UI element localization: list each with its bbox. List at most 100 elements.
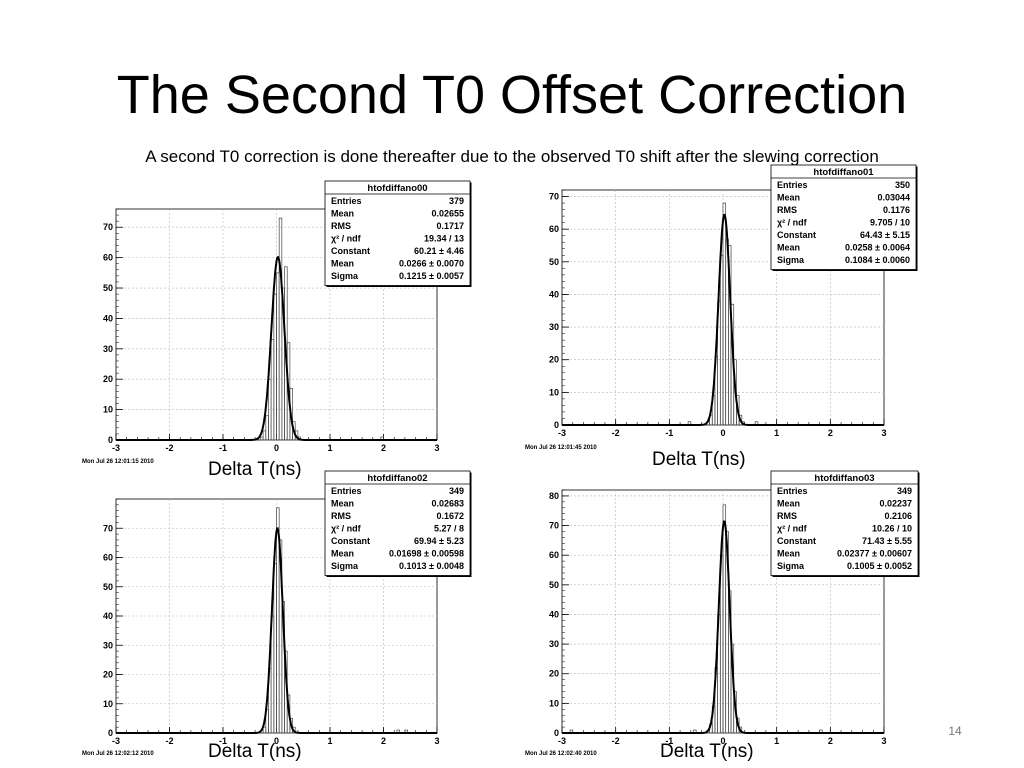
stats-row-label: Constant xyxy=(331,536,370,546)
y-tick-label: 60 xyxy=(549,550,559,560)
stats-row-value: 0.1176 xyxy=(883,205,910,215)
x-tick-label: 3 xyxy=(434,443,439,453)
stats-row-label: RMS xyxy=(331,221,351,231)
y-tick-label: 60 xyxy=(549,224,559,234)
y-tick-label: 50 xyxy=(549,580,559,590)
stats-row-label: Sigma xyxy=(331,561,359,571)
x-tick-label: 2 xyxy=(381,736,386,746)
date-stamp: Mon Jul 26 12:01:15 2010 xyxy=(82,459,154,465)
stats-row-label: Mean xyxy=(777,499,800,509)
stats-row-label: Mean xyxy=(777,549,800,559)
stats-row-label: χ² / ndf xyxy=(777,218,808,228)
y-tick-label: 10 xyxy=(549,698,559,708)
stats-row-label: RMS xyxy=(777,205,797,215)
slide-subtitle: A second T0 correction is done thereafte… xyxy=(145,147,879,166)
stats-row-value: 0.1717 xyxy=(436,221,464,231)
stats-row-label: Mean xyxy=(331,209,354,219)
y-tick-label: 70 xyxy=(103,222,113,232)
x-tick-label: 3 xyxy=(434,736,439,746)
x-tick-label: 2 xyxy=(828,736,833,746)
y-tick-label: 10 xyxy=(103,405,113,415)
x-tick-label: -1 xyxy=(665,736,673,746)
gaussian-fit-curve xyxy=(116,255,437,441)
x-tick-label: -1 xyxy=(665,428,673,438)
x-tick-label: 0 xyxy=(720,428,725,438)
stats-row-value: 349 xyxy=(449,486,464,496)
y-tick-label: 70 xyxy=(549,521,559,531)
x-tick-label: 1 xyxy=(327,443,332,453)
x-tick-label: -3 xyxy=(112,736,120,746)
stats-box-title: htofdiffano00 xyxy=(367,183,427,194)
x-tick-label: 3 xyxy=(881,428,886,438)
stats-box-title: htofdiffano02 xyxy=(367,473,427,484)
stats-row-value: 5.27 / 8 xyxy=(434,524,464,534)
stats-row-value: 0.1215 ± 0.0057 xyxy=(399,271,464,281)
stats-row-value: 0.03044 xyxy=(877,193,910,203)
y-tick-label: 80 xyxy=(549,491,559,501)
x-tick-label: -3 xyxy=(112,443,120,453)
gaussian-fit-curve xyxy=(562,213,884,426)
y-tick-label: 50 xyxy=(103,582,113,592)
x-tick-label: -1 xyxy=(219,736,227,746)
histogram-bin xyxy=(289,718,293,734)
x-tick-label: 0 xyxy=(274,736,279,746)
page-number: 14 xyxy=(948,724,962,738)
stats-row-value: 0.02237 xyxy=(879,499,912,509)
stats-box xyxy=(324,180,471,286)
x-tick-label: -2 xyxy=(165,736,173,746)
stats-row-label: Mean xyxy=(777,193,800,203)
gaussian-fit-curve xyxy=(116,526,437,734)
x-tick-label: 1 xyxy=(774,736,779,746)
y-tick-label: 30 xyxy=(103,640,113,650)
y-tick-label: 0 xyxy=(108,728,113,738)
stats-row-value: 349 xyxy=(897,486,912,496)
date-stamp: Mon Jul 26 12:01:45 2010 xyxy=(525,445,597,451)
stats-row-label: Entries xyxy=(777,180,808,190)
y-tick-label: 60 xyxy=(103,253,113,263)
y-tick-label: 20 xyxy=(103,670,113,680)
y-tick-label: 40 xyxy=(549,289,559,299)
x-tick-label: -2 xyxy=(612,428,620,438)
x-tick-label: 2 xyxy=(828,428,833,438)
y-tick-label: 0 xyxy=(554,420,559,430)
x-tick-label: -1 xyxy=(219,443,227,453)
stats-box xyxy=(324,470,471,576)
y-tick-label: 40 xyxy=(103,313,113,323)
stats-row-value: 0.1005 ± 0.0052 xyxy=(847,561,912,571)
stats-row-value: 10.26 / 10 xyxy=(872,524,912,534)
stats-box-title: htofdiffano03 xyxy=(814,473,874,484)
stats-row-label: χ² / ndf xyxy=(777,524,808,534)
stats-row-label: Mean xyxy=(331,549,354,559)
y-tick-label: 10 xyxy=(103,699,113,709)
stats-row-label: Sigma xyxy=(777,255,805,265)
stats-box xyxy=(770,470,919,576)
y-tick-label: 20 xyxy=(103,374,113,384)
x-tick-label: 3 xyxy=(881,736,886,746)
y-tick-label: 20 xyxy=(549,355,559,365)
stats-row-label: RMS xyxy=(331,511,351,521)
stats-row-value: 0.1672 xyxy=(436,511,464,521)
stats-row-label: Mean xyxy=(331,499,354,509)
date-stamp: Mon Jul 26 12:02:12 2010 xyxy=(82,751,154,757)
stats-row-value: 0.1084 ± 0.0060 xyxy=(845,255,910,265)
stats-row-label: Entries xyxy=(331,486,362,496)
slide-title: The Second T0 Offset Correction xyxy=(116,65,908,125)
y-tick-label: 70 xyxy=(549,192,559,202)
x-tick-label: -2 xyxy=(612,736,620,746)
histogram-bin xyxy=(738,414,743,426)
stats-row-label: Constant xyxy=(331,246,370,256)
x-tick-label: -3 xyxy=(558,428,566,438)
x-axis-label: Delta T(ns) xyxy=(660,741,754,762)
stats-row-value: 350 xyxy=(895,180,910,190)
x-tick-label: 2 xyxy=(381,443,386,453)
x-tick-label: 1 xyxy=(774,428,779,438)
stats-row-label: Entries xyxy=(777,486,808,496)
y-tick-label: 30 xyxy=(549,639,559,649)
stats-row-label: Sigma xyxy=(777,561,805,571)
stats-row-value: 0.0258 ± 0.0064 xyxy=(845,243,910,253)
y-tick-label: 0 xyxy=(108,435,113,445)
stats-row-value: 0.0266 ± 0.0070 xyxy=(399,259,464,269)
y-tick-label: 10 xyxy=(549,387,559,397)
